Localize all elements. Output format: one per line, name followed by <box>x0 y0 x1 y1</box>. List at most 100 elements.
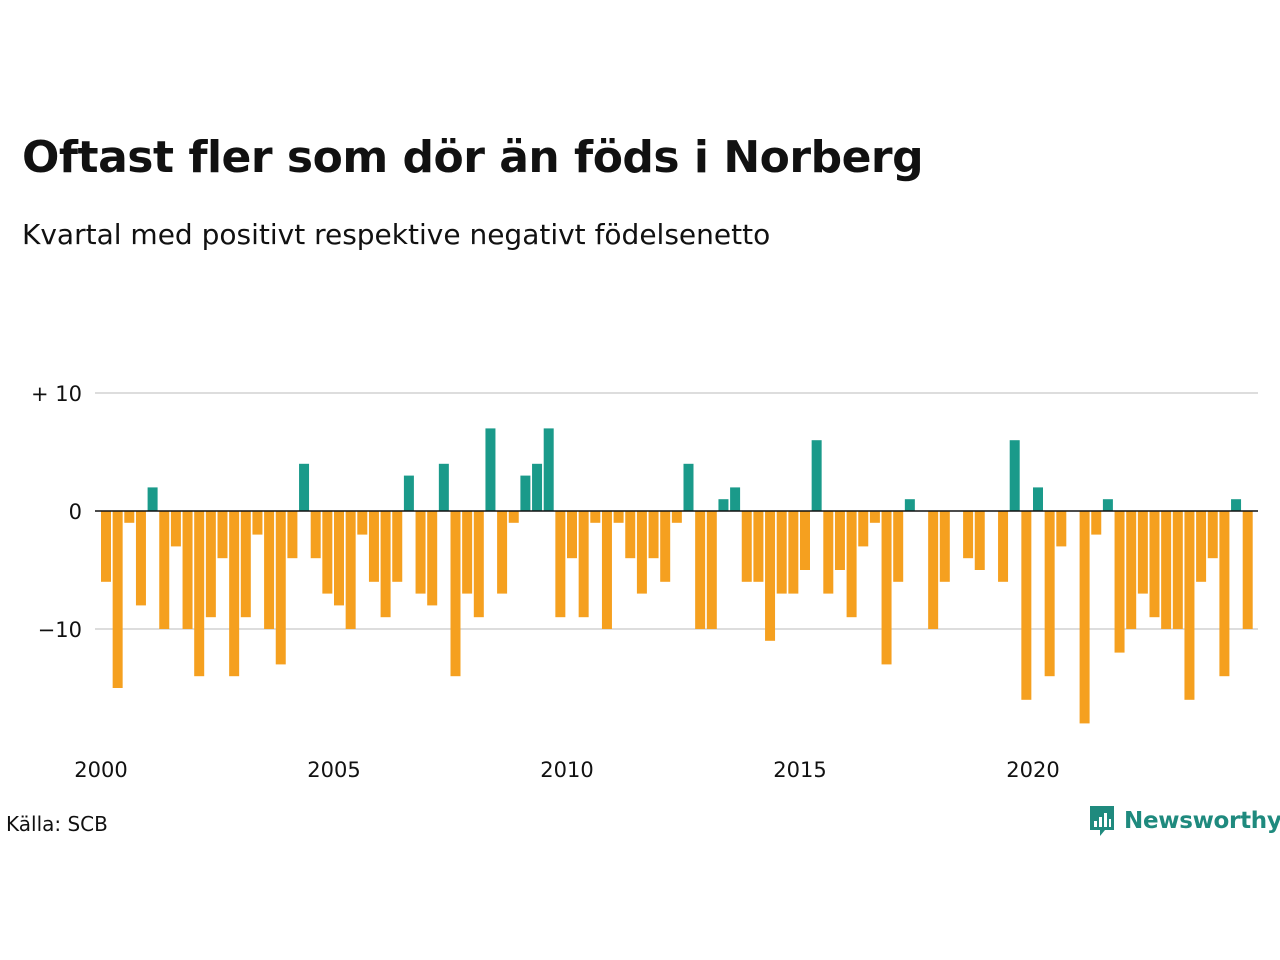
bar <box>788 511 799 594</box>
bar <box>1207 511 1218 559</box>
bar <box>322 511 333 594</box>
bar <box>648 511 659 559</box>
bar <box>869 511 880 523</box>
bar <box>1184 511 1195 700</box>
bar <box>229 511 240 677</box>
bar <box>1021 511 1032 700</box>
bar <box>741 511 752 582</box>
bar <box>893 511 904 582</box>
brand-name: Newsworthy <box>1124 808 1280 834</box>
bar <box>159 511 170 629</box>
bar <box>823 511 834 594</box>
bar <box>695 511 706 629</box>
bar <box>1114 511 1125 653</box>
bar <box>904 499 915 511</box>
bar <box>101 511 111 582</box>
bar <box>881 511 892 665</box>
bar <box>508 511 519 523</box>
bar <box>706 511 717 629</box>
bar <box>998 511 1009 582</box>
bar <box>1161 511 1172 629</box>
bar <box>1231 499 1242 511</box>
bar <box>858 511 869 547</box>
bar <box>555 511 566 618</box>
bar <box>532 463 543 511</box>
bar <box>450 511 461 677</box>
bar <box>252 511 263 535</box>
bar <box>811 440 822 511</box>
bar <box>240 511 251 618</box>
source-note: Källa: SCB <box>6 812 108 836</box>
bar <box>310 511 321 559</box>
bar <box>928 511 939 629</box>
bar <box>683 463 694 511</box>
bar <box>578 511 589 618</box>
bar <box>287 511 298 559</box>
bar <box>800 511 810 570</box>
bar <box>345 511 356 629</box>
bar <box>520 475 531 511</box>
bar <box>1172 511 1183 629</box>
bar <box>182 511 193 629</box>
bar <box>765 511 776 641</box>
bar <box>1056 511 1067 547</box>
bar <box>613 511 624 523</box>
bar <box>299 463 310 511</box>
bar <box>1149 511 1160 618</box>
x-tick-label: 2005 <box>307 758 360 782</box>
bars <box>101 428 1253 724</box>
bar <box>718 499 729 511</box>
grid-lines <box>95 392 1258 630</box>
x-tick-label: 2020 <box>1006 758 1059 782</box>
bar <box>625 511 636 559</box>
bar <box>217 511 228 559</box>
bar <box>380 511 391 618</box>
brand[interactable]: Newsworthy <box>1088 804 1280 838</box>
chart-title: Oftast fler som dör än föds i Norberg <box>22 132 924 183</box>
bar <box>1242 511 1253 629</box>
bar <box>275 511 286 665</box>
bar <box>403 475 414 511</box>
x-tick-label: 2000 <box>74 758 127 782</box>
bar <box>485 428 496 511</box>
bar <box>194 511 205 677</box>
y-tick-label: 0 <box>69 500 82 524</box>
bar <box>1009 440 1020 511</box>
bar <box>753 511 764 582</box>
bar <box>1126 511 1137 629</box>
x-tick-label: 2015 <box>773 758 826 782</box>
bar <box>1044 511 1055 677</box>
bar <box>438 463 449 511</box>
bar <box>135 511 146 606</box>
bar <box>1033 487 1043 511</box>
x-tick-label: 2010 <box>540 758 593 782</box>
bar <box>963 511 974 559</box>
bar <box>357 511 368 535</box>
bar <box>1091 511 1102 535</box>
bar <box>392 511 403 582</box>
bar <box>334 511 344 606</box>
bar <box>205 511 216 618</box>
bar <box>462 511 473 594</box>
newsworthy-logo-icon <box>1090 806 1114 836</box>
bar <box>473 511 484 618</box>
bar <box>1219 511 1230 677</box>
bar <box>415 511 426 594</box>
bar <box>939 511 950 582</box>
bar <box>170 511 181 547</box>
bar <box>567 511 577 559</box>
bar <box>543 428 554 511</box>
axes: + 10 0 −10 2000 2005 2010 2015 2020 <box>31 382 1258 782</box>
bar <box>660 511 671 582</box>
bar <box>147 487 158 511</box>
bar <box>590 511 601 523</box>
chart-subtitle: Kvartal med positivt respektive negativt… <box>22 218 771 251</box>
bar <box>124 511 135 523</box>
bar <box>497 511 508 594</box>
bar <box>846 511 857 618</box>
bar <box>368 511 379 582</box>
bar <box>730 487 741 511</box>
bar <box>601 511 612 629</box>
bar <box>1079 511 1090 724</box>
